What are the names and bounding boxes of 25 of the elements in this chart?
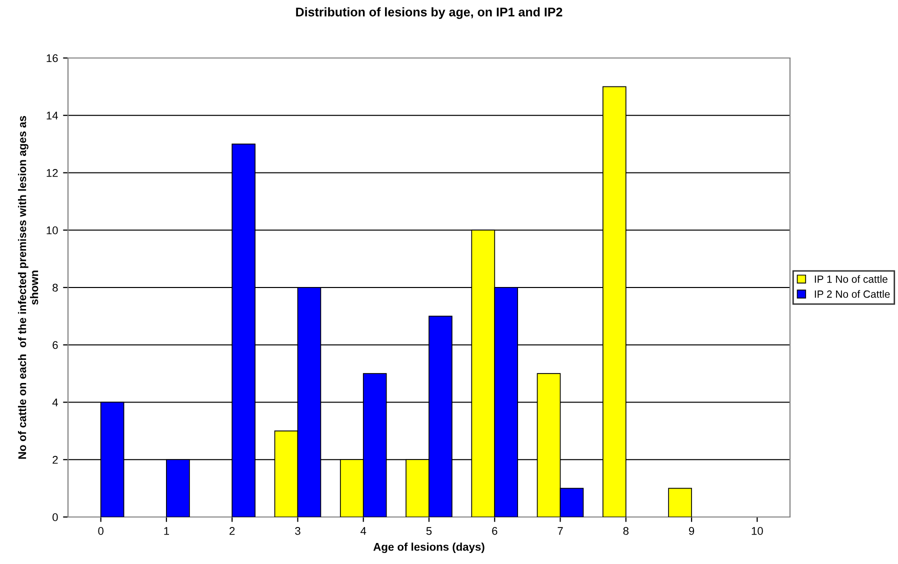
x-tick-label: 0 (98, 527, 104, 535)
x-tick-label: 1 (164, 527, 169, 535)
x-tick-label: 5 (426, 527, 432, 535)
x-tick-label: 10 (752, 527, 763, 535)
y-tick-label: 16 (46, 54, 58, 62)
x-tick-label: 9 (688, 527, 694, 535)
y-tick-label: 8 (52, 284, 58, 292)
y-tick-label: 10 (46, 226, 58, 234)
x-tick-label: 8 (623, 527, 629, 535)
legend-label: IP 2 No of Cattle (814, 290, 890, 298)
y-axis-title: No of cattle on each of the infected premises with lesion ages as shown (18, 116, 38, 459)
y-tick-label: 2 (52, 456, 58, 464)
y-tick-label: 12 (46, 169, 58, 177)
y-tick-label: 0 (52, 513, 58, 522)
y-tick-label: 6 (52, 341, 58, 350)
x-tick-label: 6 (492, 527, 498, 535)
legend-label: IP 1 No of cattle (814, 275, 888, 283)
chart-title: Distribution of lesions by age, on IP1 and IP2 (296, 7, 562, 19)
x-tick-label: 3 (295, 527, 300, 535)
y-tick-label: 4 (52, 398, 58, 406)
x-tick-label: 4 (360, 527, 366, 535)
x-tick-label: 7 (558, 527, 563, 535)
x-axis-title: Age of lesions (days) (373, 542, 484, 554)
y-tick-label: 14 (46, 112, 58, 120)
x-tick-label: 2 (230, 527, 235, 535)
